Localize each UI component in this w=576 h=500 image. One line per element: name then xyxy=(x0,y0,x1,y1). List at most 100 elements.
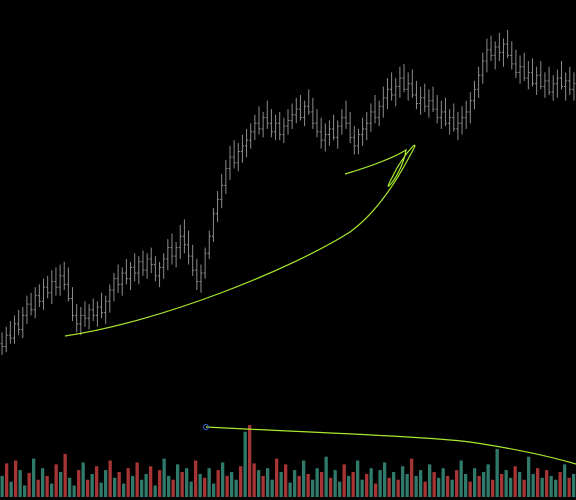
candle xyxy=(356,128,360,155)
volume-bar xyxy=(554,479,558,497)
candle xyxy=(464,100,468,129)
candle xyxy=(369,103,373,132)
candle xyxy=(274,114,278,141)
candle xyxy=(232,140,236,169)
candle xyxy=(530,58,534,87)
volume-bar xyxy=(23,485,27,497)
volume-bar xyxy=(104,470,108,497)
volume-bar xyxy=(374,483,378,497)
volume-bar xyxy=(194,460,198,497)
volume-bar xyxy=(437,477,441,497)
volume-bar xyxy=(32,458,36,497)
volume-bar xyxy=(234,479,238,497)
candle xyxy=(323,123,327,152)
volume-bar xyxy=(230,472,234,497)
volume-bar xyxy=(549,475,553,497)
candle xyxy=(174,241,178,268)
candle xyxy=(129,261,133,290)
volume-bar xyxy=(99,482,103,497)
volume-bar xyxy=(171,479,175,497)
volume-bar xyxy=(414,475,418,497)
volume-bar xyxy=(518,472,522,497)
volume-bar xyxy=(536,468,540,497)
candle xyxy=(294,97,298,124)
volume-bar xyxy=(545,470,549,497)
volume-bar xyxy=(369,468,373,497)
candle xyxy=(108,284,112,313)
candle xyxy=(249,123,253,149)
candle xyxy=(489,35,493,62)
volume-bar xyxy=(365,473,369,497)
volume-bar xyxy=(248,425,252,497)
volume-bar xyxy=(540,477,544,497)
candle xyxy=(37,284,41,307)
volume-bar xyxy=(90,473,94,497)
volume-bar xyxy=(432,472,436,497)
candle xyxy=(485,38,489,73)
candle xyxy=(443,97,447,127)
volume-bar xyxy=(563,464,567,497)
volume-bar xyxy=(189,481,193,497)
candle xyxy=(13,315,17,344)
candle xyxy=(365,111,369,141)
volume-bar xyxy=(176,464,180,497)
candle xyxy=(211,208,215,242)
candle xyxy=(120,267,124,296)
trendline-anchor-marker[interactable] xyxy=(203,424,209,430)
candle xyxy=(58,264,62,296)
candle xyxy=(456,111,460,141)
volume-bar xyxy=(405,473,409,497)
candle xyxy=(8,321,12,344)
candle xyxy=(91,298,95,322)
volume-bar xyxy=(477,475,481,497)
volume-bar xyxy=(320,472,324,497)
candle xyxy=(278,111,282,141)
volume-bar xyxy=(45,475,49,497)
volume-bar xyxy=(18,470,22,497)
volume-bar xyxy=(324,456,328,497)
volume-bar xyxy=(54,464,58,497)
volume-bar xyxy=(293,470,297,497)
volume-bar xyxy=(392,472,396,497)
volume-bar xyxy=(158,470,162,497)
volume-bar xyxy=(63,453,67,497)
volume-bar xyxy=(504,470,508,497)
candle xyxy=(439,100,443,129)
volume-bar xyxy=(459,460,463,497)
volume-bar xyxy=(509,477,513,497)
candle xyxy=(452,103,456,132)
candle xyxy=(551,75,555,101)
candle xyxy=(195,258,199,290)
volume-bar xyxy=(77,470,81,497)
candle xyxy=(448,109,452,135)
volume-bar xyxy=(378,470,382,497)
volume-bar xyxy=(315,468,319,497)
volume-bar xyxy=(347,475,351,497)
volume-bar xyxy=(360,479,364,497)
candle xyxy=(319,117,323,149)
volume-bar xyxy=(221,462,225,497)
candle xyxy=(539,61,543,90)
candle xyxy=(423,83,427,112)
candle xyxy=(410,69,414,98)
volume-bar xyxy=(531,473,535,497)
candle xyxy=(303,100,307,127)
candle xyxy=(178,225,182,259)
candle xyxy=(481,52,485,84)
candle xyxy=(71,287,75,322)
volume-bar xyxy=(9,481,13,497)
volume-bar xyxy=(333,470,337,497)
volume-bar xyxy=(239,466,243,497)
volume-bar xyxy=(284,464,288,497)
candle xyxy=(54,267,58,296)
volume-bar xyxy=(81,462,85,497)
candle xyxy=(518,55,522,84)
volume-bar xyxy=(212,483,216,497)
candle xyxy=(307,89,311,115)
candle xyxy=(435,95,439,124)
candle xyxy=(124,258,128,285)
candle xyxy=(311,97,315,129)
candle xyxy=(17,309,21,336)
candle xyxy=(427,89,431,118)
candle xyxy=(158,261,162,288)
